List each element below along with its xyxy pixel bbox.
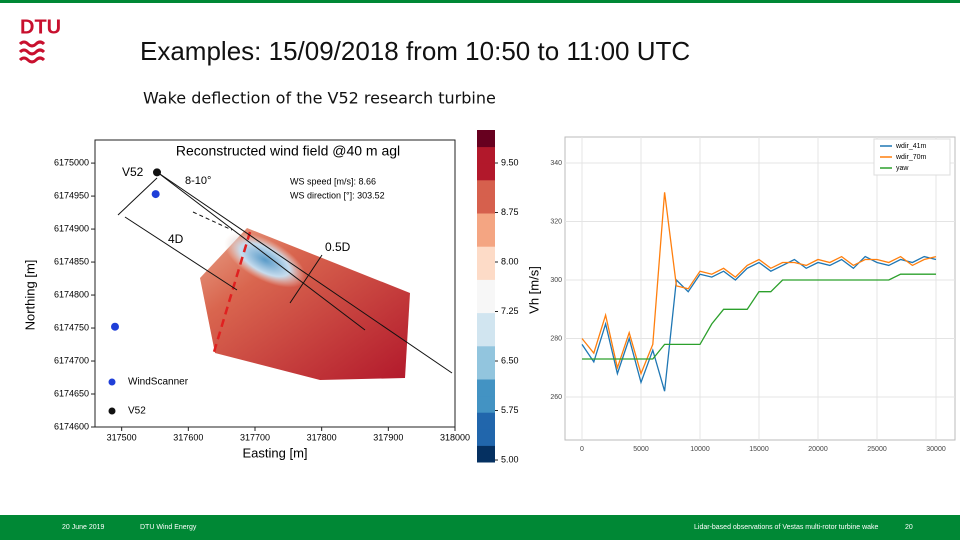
colorbar-band xyxy=(477,428,495,446)
footer-department: DTU Wind Energy xyxy=(140,524,197,531)
x-tick-label: 317500 xyxy=(107,432,137,442)
x-tick-label: 25000 xyxy=(867,446,887,453)
x-tick-label: 0 xyxy=(580,446,584,453)
colorbar-band xyxy=(477,163,495,181)
legend-label: WindScanner xyxy=(128,377,189,388)
colorbar-band xyxy=(477,312,495,330)
footer-topic: Lidar-based observations of Vestas multi… xyxy=(694,524,879,531)
colorbar-band xyxy=(477,246,495,264)
colorbar-tick-label: 5.00 xyxy=(501,454,519,464)
x-tick-label: 317900 xyxy=(373,432,403,442)
legend-label: yaw xyxy=(896,165,909,172)
series-line xyxy=(582,273,936,360)
x-tick-label: 5000 xyxy=(633,446,649,453)
y-axis-label: Northing [m] xyxy=(22,260,37,331)
point xyxy=(151,190,160,199)
legend-marker xyxy=(108,407,116,415)
colorbar-band xyxy=(477,146,495,164)
slide-title: Examples: 15/09/2018 from 10:50 to 11:00… xyxy=(140,36,690,66)
y-tick-label: 6174700 xyxy=(54,355,89,365)
colorbar-tick-label: 5.75 xyxy=(501,405,519,415)
footer-date: 20 June 2019 xyxy=(62,524,105,531)
wake-lines xyxy=(117,171,453,374)
x-axis-label: Easting [m] xyxy=(242,445,307,460)
annotation: 8-10° xyxy=(185,175,211,187)
y-tick-label: 280 xyxy=(550,335,562,342)
colorbar-band xyxy=(477,279,495,297)
plot-frame xyxy=(94,139,456,428)
series-line xyxy=(581,255,937,392)
point xyxy=(111,322,119,331)
logo: DTU xyxy=(20,16,61,38)
colorbar-tick-label: 8.75 xyxy=(501,207,519,217)
point xyxy=(153,168,161,177)
colorbar-band xyxy=(477,229,495,247)
legend-label: wdir_70m xyxy=(895,154,927,161)
y-tick-label: 6174850 xyxy=(54,256,89,266)
annotation: V52 xyxy=(122,165,144,179)
x-tick-label: 318000 xyxy=(440,432,470,442)
colorbar-band xyxy=(477,395,495,413)
rotor-line xyxy=(212,231,252,353)
x-tick-label: 317600 xyxy=(173,432,203,442)
annotation: WS direction [°]: 303.52 xyxy=(290,190,385,200)
colorbar-tick-label: 6.50 xyxy=(501,355,519,365)
colorbar-tick-label: 9.50 xyxy=(501,157,519,167)
colorbar-band xyxy=(477,296,495,314)
chart-title: Reconstructed wind field @40 m agl xyxy=(176,143,400,159)
y-tick-label: 6175000 xyxy=(54,157,89,167)
y-tick-label: 6174650 xyxy=(54,388,89,398)
colorbar-band xyxy=(477,213,495,231)
legend-marker xyxy=(108,378,116,386)
annotation: 4D xyxy=(168,232,184,246)
footer-bar xyxy=(0,515,960,540)
x-tick-label: 20000 xyxy=(808,446,828,453)
colorbar-tick-label: 8.00 xyxy=(501,256,519,266)
top-bar xyxy=(0,0,960,3)
colorbar-band xyxy=(477,130,495,148)
series-line xyxy=(581,192,937,376)
subtitle: Wake deflection of the V52 research turb… xyxy=(143,89,496,108)
footer-page: 20 xyxy=(905,524,913,531)
colorbar-band xyxy=(477,179,495,197)
y-tick-label: 6174750 xyxy=(54,322,89,332)
plot-frame xyxy=(564,136,956,441)
annotation: 0.5D xyxy=(325,240,351,254)
annotation: WS speed [m/s]: 8.66 xyxy=(290,176,376,186)
y-tick-label: 320 xyxy=(550,218,562,225)
legend-label: wdir_41m xyxy=(895,143,927,150)
x-tick-label: 10000 xyxy=(690,446,710,453)
colorbar-band xyxy=(477,345,495,363)
x-tick-label: 317800 xyxy=(307,432,337,442)
x-tick-label: 317700 xyxy=(240,432,270,442)
colorbar-tick-label: 7.25 xyxy=(501,306,519,316)
colorbar-label: Vh [m/s] xyxy=(526,266,541,314)
colorbar-band xyxy=(477,329,495,347)
legend-label: V52 xyxy=(128,406,146,417)
y-tick-label: 6174900 xyxy=(54,223,89,233)
y-tick-label: 6174950 xyxy=(54,190,89,200)
y-tick-label: 6174800 xyxy=(54,289,89,299)
x-tick-label: 15000 xyxy=(749,446,769,453)
y-tick-label: 6174600 xyxy=(54,421,89,431)
colorbar-band xyxy=(477,362,495,380)
colorbar-band xyxy=(477,445,495,463)
y-tick-label: 260 xyxy=(550,394,562,401)
colorbar-band xyxy=(477,196,495,214)
colorbar-band xyxy=(477,262,495,280)
y-tick-label: 340 xyxy=(550,160,562,167)
colorbar-band xyxy=(477,412,495,430)
colorbar-band xyxy=(477,379,495,397)
x-tick-label: 30000 xyxy=(926,446,946,453)
y-tick-label: 300 xyxy=(550,277,562,284)
logo-waves xyxy=(18,40,46,64)
